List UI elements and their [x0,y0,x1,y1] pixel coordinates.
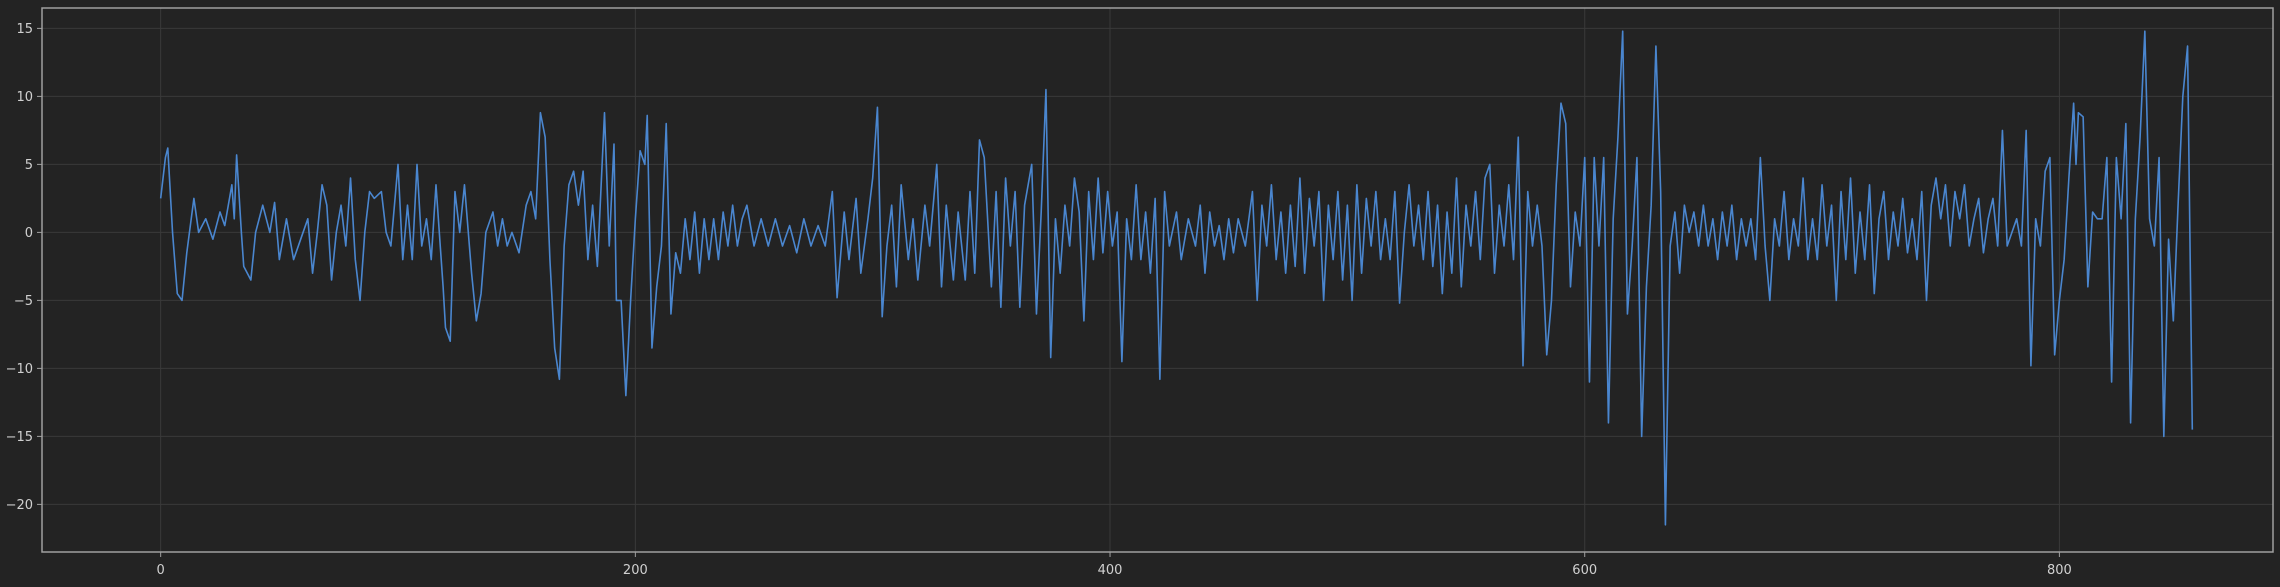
x-tick-label: 0 [157,563,165,578]
x-tick-label: 800 [2047,563,2072,578]
y-tick-label: −20 [6,498,33,513]
data-series [159,30,2194,526]
y-axis-ticks: −20 −15 −10 −5 0 5 10 15 [6,22,42,513]
y-tick-label: 5 [25,158,33,173]
y-tick-label: 15 [16,22,33,37]
y-tick-label: 10 [16,90,33,105]
y-tick-label: −10 [6,362,33,377]
axes-frame [41,7,2274,553]
x-tick-label: 600 [1572,563,1597,578]
x-axis-ticks: 0 200 400 600 800 [157,552,2072,578]
x-tick-label: 400 [1098,563,1123,578]
y-tick-label: −5 [14,294,33,309]
y-tick-label: 0 [25,226,33,241]
series-line [159,30,2194,526]
x-tick-label: 200 [623,563,648,578]
y-tick-label: −15 [6,430,33,445]
